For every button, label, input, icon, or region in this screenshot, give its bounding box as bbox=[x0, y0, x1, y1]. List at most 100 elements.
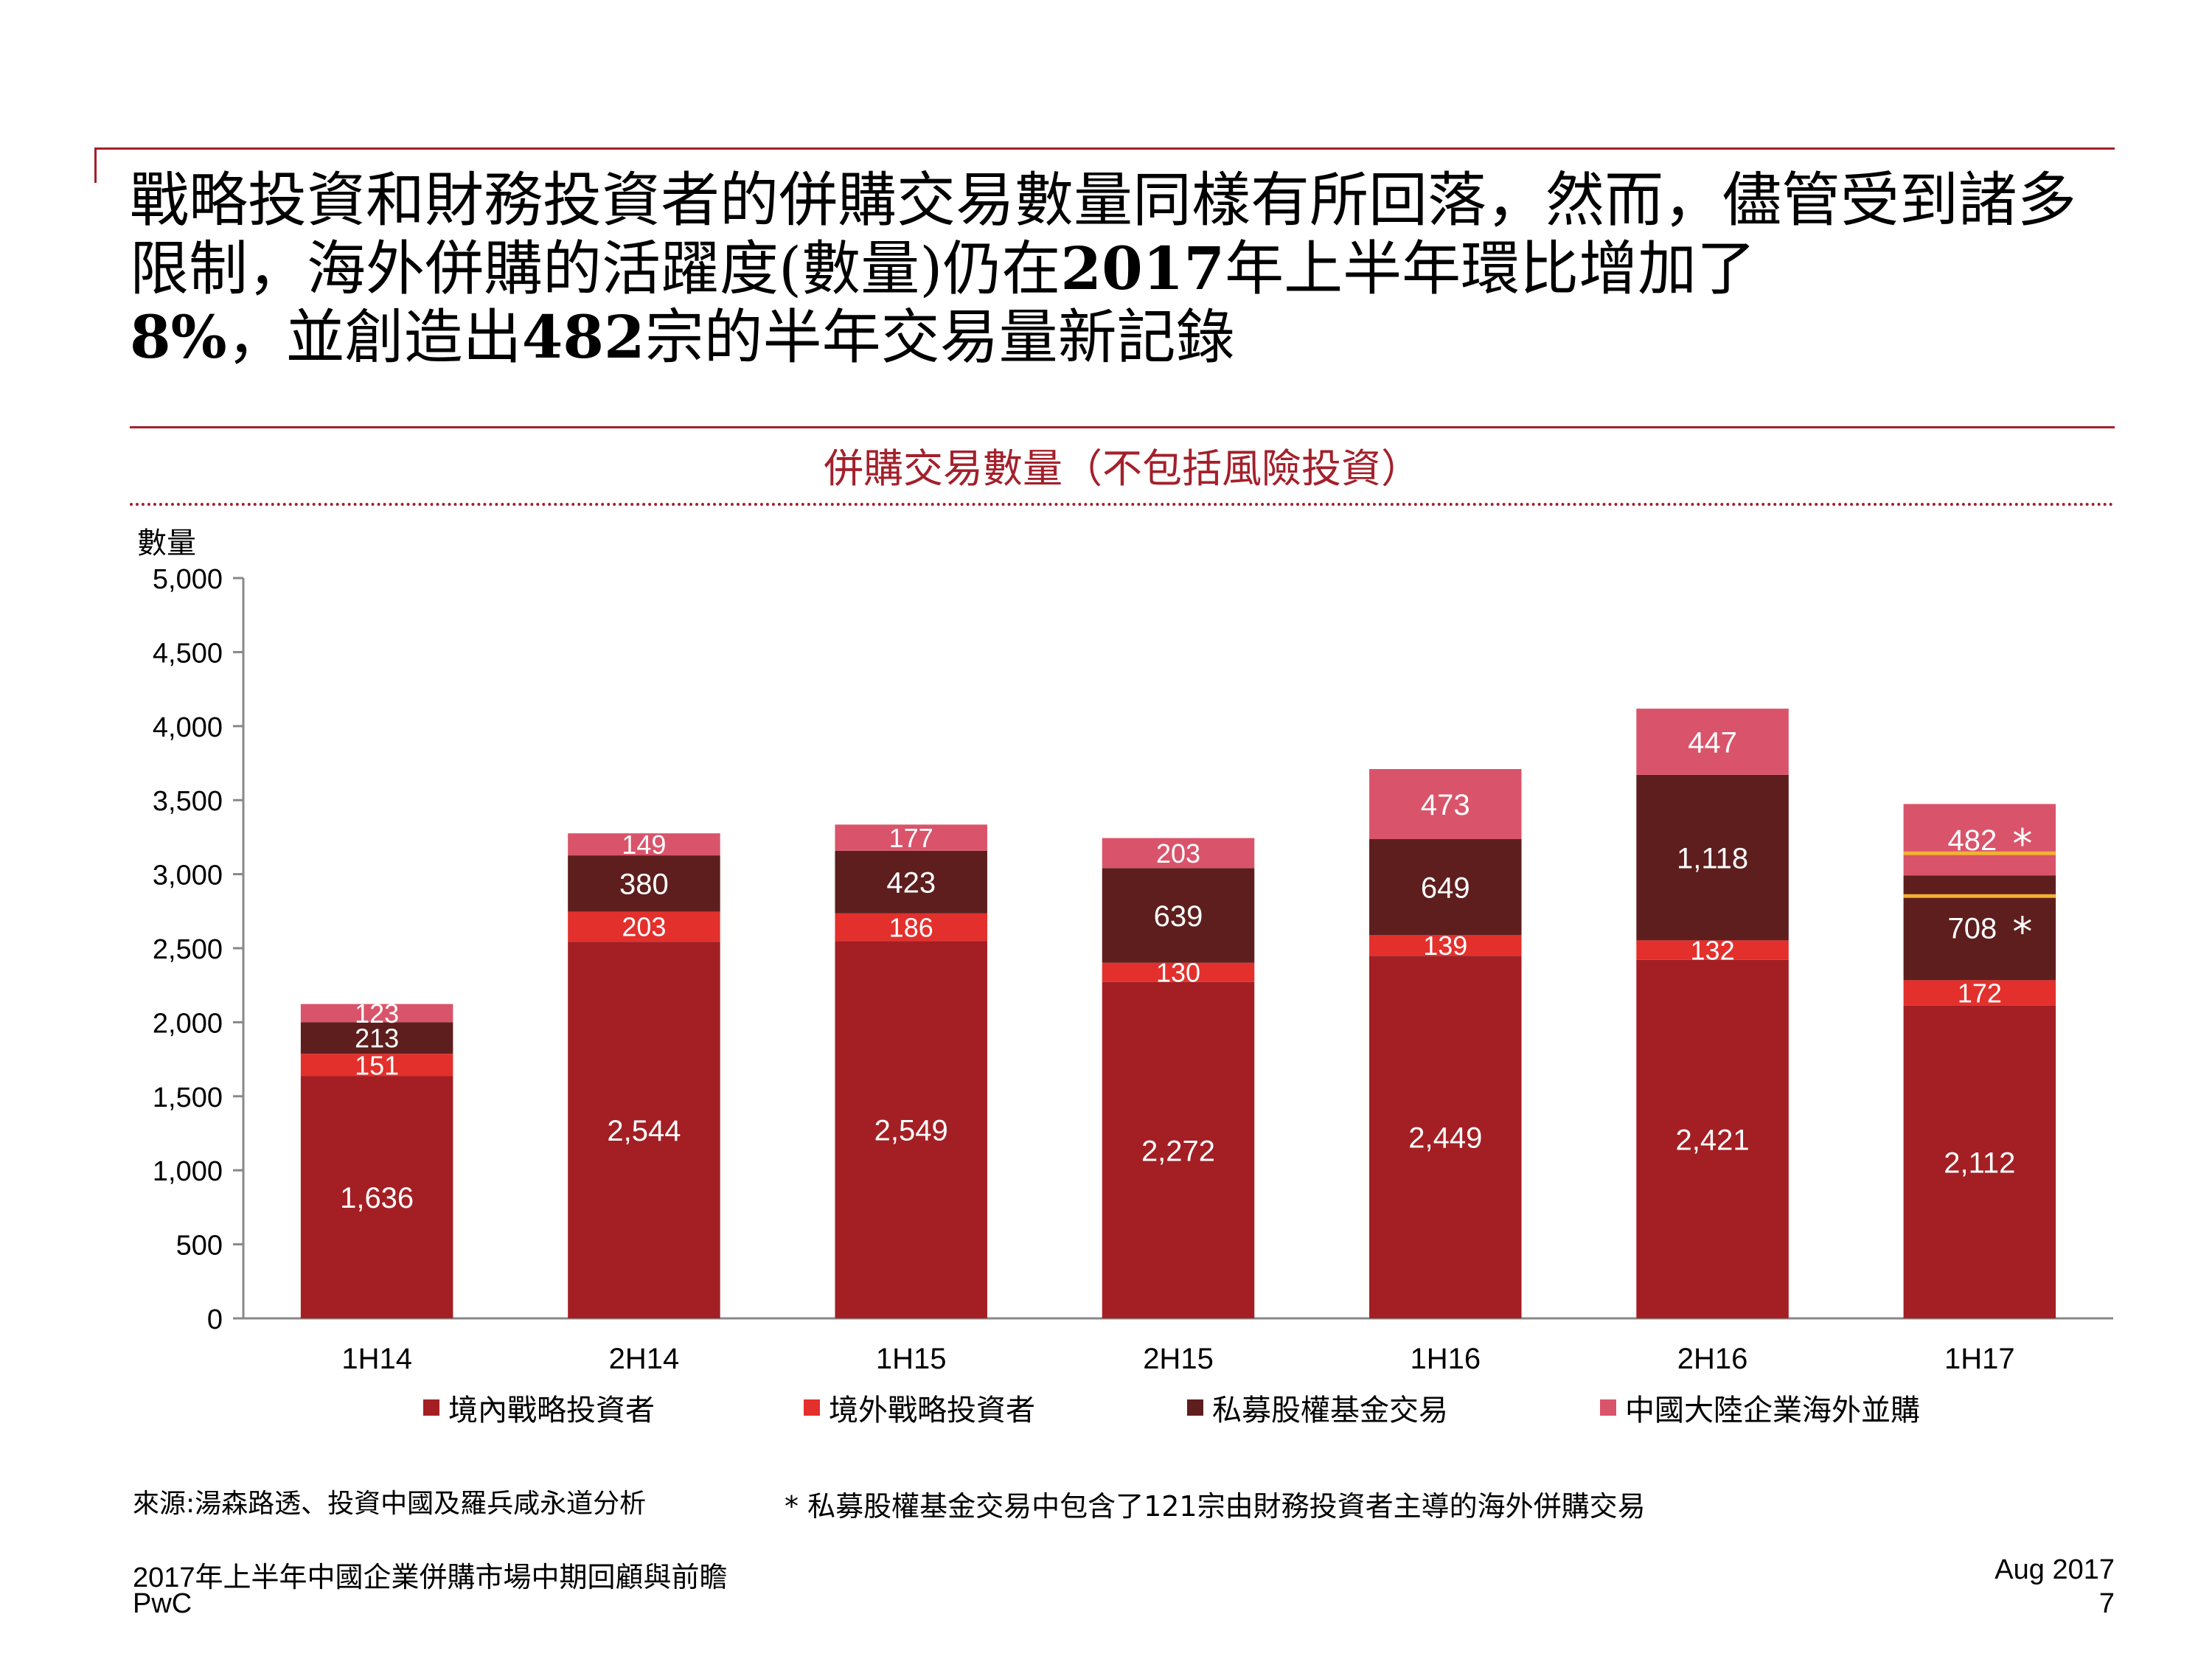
legend-swatch bbox=[1187, 1399, 1203, 1416]
bar-segment bbox=[1369, 839, 1522, 936]
bar-segment bbox=[568, 942, 720, 1318]
x-tick-label: 2H16 bbox=[1677, 1343, 1748, 1375]
headline-bold-year: 2017 bbox=[1060, 234, 1225, 303]
y-tick-label: 5,000 bbox=[153, 564, 223, 595]
bar-segment bbox=[568, 855, 720, 912]
y-tick-label: 4,500 bbox=[153, 638, 223, 669]
headline-bold-count: 482 bbox=[521, 302, 645, 372]
data-label: 151 bbox=[355, 1050, 399, 1080]
y-tick-label: 500 bbox=[176, 1231, 223, 1262]
footer-report-title: 2017年上半年中國企業併購市場中期回顧與前瞻 bbox=[133, 1562, 728, 1593]
x-tick-label: 1H17 bbox=[1944, 1343, 2015, 1375]
legend-swatch bbox=[1600, 1399, 1616, 1416]
data-label: 2,112 bbox=[1944, 1147, 2015, 1179]
legend-item: 境內戰略投資者 bbox=[423, 1386, 655, 1429]
top-rule-tick bbox=[94, 147, 97, 183]
data-label: 2,549 bbox=[874, 1114, 948, 1147]
headline-part-2: 年上半年環比增加了 bbox=[1225, 234, 1756, 303]
data-label: 2,449 bbox=[1408, 1122, 1482, 1155]
data-label: 2,544 bbox=[607, 1115, 681, 1147]
legend-item: 中國大陸企業海外並購 bbox=[1600, 1386, 1920, 1429]
headline-part-4: 宗的半年交易量新記錄 bbox=[644, 303, 1235, 372]
legend-label: 境內戰略投資者 bbox=[448, 1394, 655, 1427]
bar-segment bbox=[1636, 940, 1789, 960]
legend-swatch bbox=[804, 1399, 820, 1416]
bar-segment bbox=[1102, 868, 1255, 963]
bar-segment bbox=[1636, 959, 1789, 1318]
x-tick-label: 1H15 bbox=[876, 1343, 947, 1375]
bar-segment bbox=[1903, 804, 2056, 876]
y-tick-label: 3,000 bbox=[153, 860, 223, 891]
legend: 境內戰略投資者 境外戰略投資者 私募股權基金交易 中國大陸企業海外並購 bbox=[0, 1386, 2212, 1430]
x-tick-label: 1H16 bbox=[1410, 1343, 1481, 1375]
footer-date: Aug 2017 bbox=[1994, 1554, 2115, 1585]
bar-segment bbox=[1369, 956, 1522, 1318]
y-tick-label: 1,000 bbox=[153, 1156, 223, 1187]
x-axis-labels: 1H14 2H14 1H15 2H15 1H16 2H16 1H17 bbox=[341, 1343, 2014, 1375]
top-rule bbox=[94, 147, 2115, 150]
data-label: 149 bbox=[622, 830, 666, 860]
data-label: 186 bbox=[889, 912, 933, 942]
legend-label: 中國大陸企業海外並購 bbox=[1625, 1394, 1920, 1427]
data-label: 649 bbox=[1421, 872, 1470, 905]
footer-company: PwC bbox=[133, 1588, 192, 1619]
data-label: 447 bbox=[1688, 726, 1737, 759]
footnote: * 私募股權基金交易中包含了121宗由財務投資者主導的海外併購交易 bbox=[785, 1490, 1646, 1523]
annotation-asterisk: * bbox=[2012, 821, 2032, 867]
chart-title: 併購交易數量（不包括風險投資） bbox=[824, 445, 1421, 492]
source-note: 來源:湯森路透、投資中國及羅兵咸永道分析 bbox=[133, 1489, 647, 1519]
legend-item: 私募股權基金交易 bbox=[1187, 1386, 1448, 1429]
y-axis-label: 數量 bbox=[137, 526, 196, 560]
bar-segment bbox=[1102, 962, 1255, 982]
data-label: 708 bbox=[1947, 913, 1997, 945]
x-tick-label: 1H14 bbox=[341, 1343, 412, 1375]
y-tick-label: 2,000 bbox=[153, 1008, 223, 1039]
data-label: 130 bbox=[1156, 958, 1200, 988]
annotation-asterisk: * bbox=[2012, 909, 2032, 956]
legend-label: 境外戰略投資者 bbox=[829, 1394, 1035, 1427]
data-label: 2,272 bbox=[1141, 1135, 1215, 1167]
data-label: 123 bbox=[355, 998, 399, 1029]
bar-segment bbox=[1102, 981, 1255, 1318]
stacked-bar-chart: 數量 0 500 1,000 1,500 2,000 2,500 3,000 3,500 4,0… bbox=[137, 526, 2113, 1375]
bar-segment bbox=[835, 824, 987, 851]
bar-segment bbox=[835, 913, 987, 942]
bar-segment bbox=[835, 850, 987, 914]
data-label: 380 bbox=[619, 869, 669, 901]
legend-item: 境外戰略投資者 bbox=[804, 1386, 1035, 1429]
y-tick-label: 1,500 bbox=[153, 1082, 223, 1113]
headline-rule bbox=[130, 426, 2115, 428]
bar-segment bbox=[300, 1076, 453, 1318]
data-label: 203 bbox=[622, 912, 666, 942]
data-label: 1,118 bbox=[1677, 843, 1748, 875]
data-label: 203 bbox=[1156, 838, 1200, 869]
bar-segment bbox=[1102, 838, 1255, 869]
chart-title-dotted-rule bbox=[130, 503, 2115, 506]
bar-segment bbox=[568, 911, 720, 942]
bar-segment bbox=[568, 833, 720, 856]
x-tick-label: 2H14 bbox=[609, 1343, 680, 1375]
legend-label: 私募股權基金交易 bbox=[1212, 1394, 1448, 1427]
bar-segment bbox=[1369, 935, 1522, 956]
bar-segment bbox=[835, 941, 987, 1318]
headline-part-3: ，並創造出 bbox=[226, 303, 522, 372]
footer-page-number: 7 bbox=[2098, 1588, 2115, 1619]
bar-segment bbox=[1636, 709, 1789, 775]
headline-part-1: 戰略投資和財務投資者的併購交易數量同樣有所回落，然而，儘管受到諸多限制，海外併購… bbox=[130, 166, 2076, 303]
x-tick-label: 2H15 bbox=[1143, 1343, 1214, 1375]
slide-headline: 戰略投資和財務投資者的併購交易數量同樣有所回落，然而，儘管受到諸多限制，海外併購… bbox=[130, 167, 2091, 372]
data-label: 2,421 bbox=[1676, 1124, 1750, 1156]
bar-segment bbox=[1636, 774, 1789, 941]
legend-swatch bbox=[423, 1399, 439, 1416]
bar-segment bbox=[300, 1054, 453, 1077]
data-label: 172 bbox=[1958, 978, 2002, 1009]
bar-segment bbox=[1903, 875, 2056, 981]
y-tick-label: 2,500 bbox=[153, 934, 223, 965]
bar-segment bbox=[1903, 980, 2056, 1006]
data-label: 473 bbox=[1421, 789, 1470, 821]
data-label: 213 bbox=[355, 1023, 399, 1054]
data-label: 423 bbox=[886, 867, 936, 900]
bar-segment bbox=[300, 1004, 453, 1023]
bar-segment bbox=[300, 1022, 453, 1054]
